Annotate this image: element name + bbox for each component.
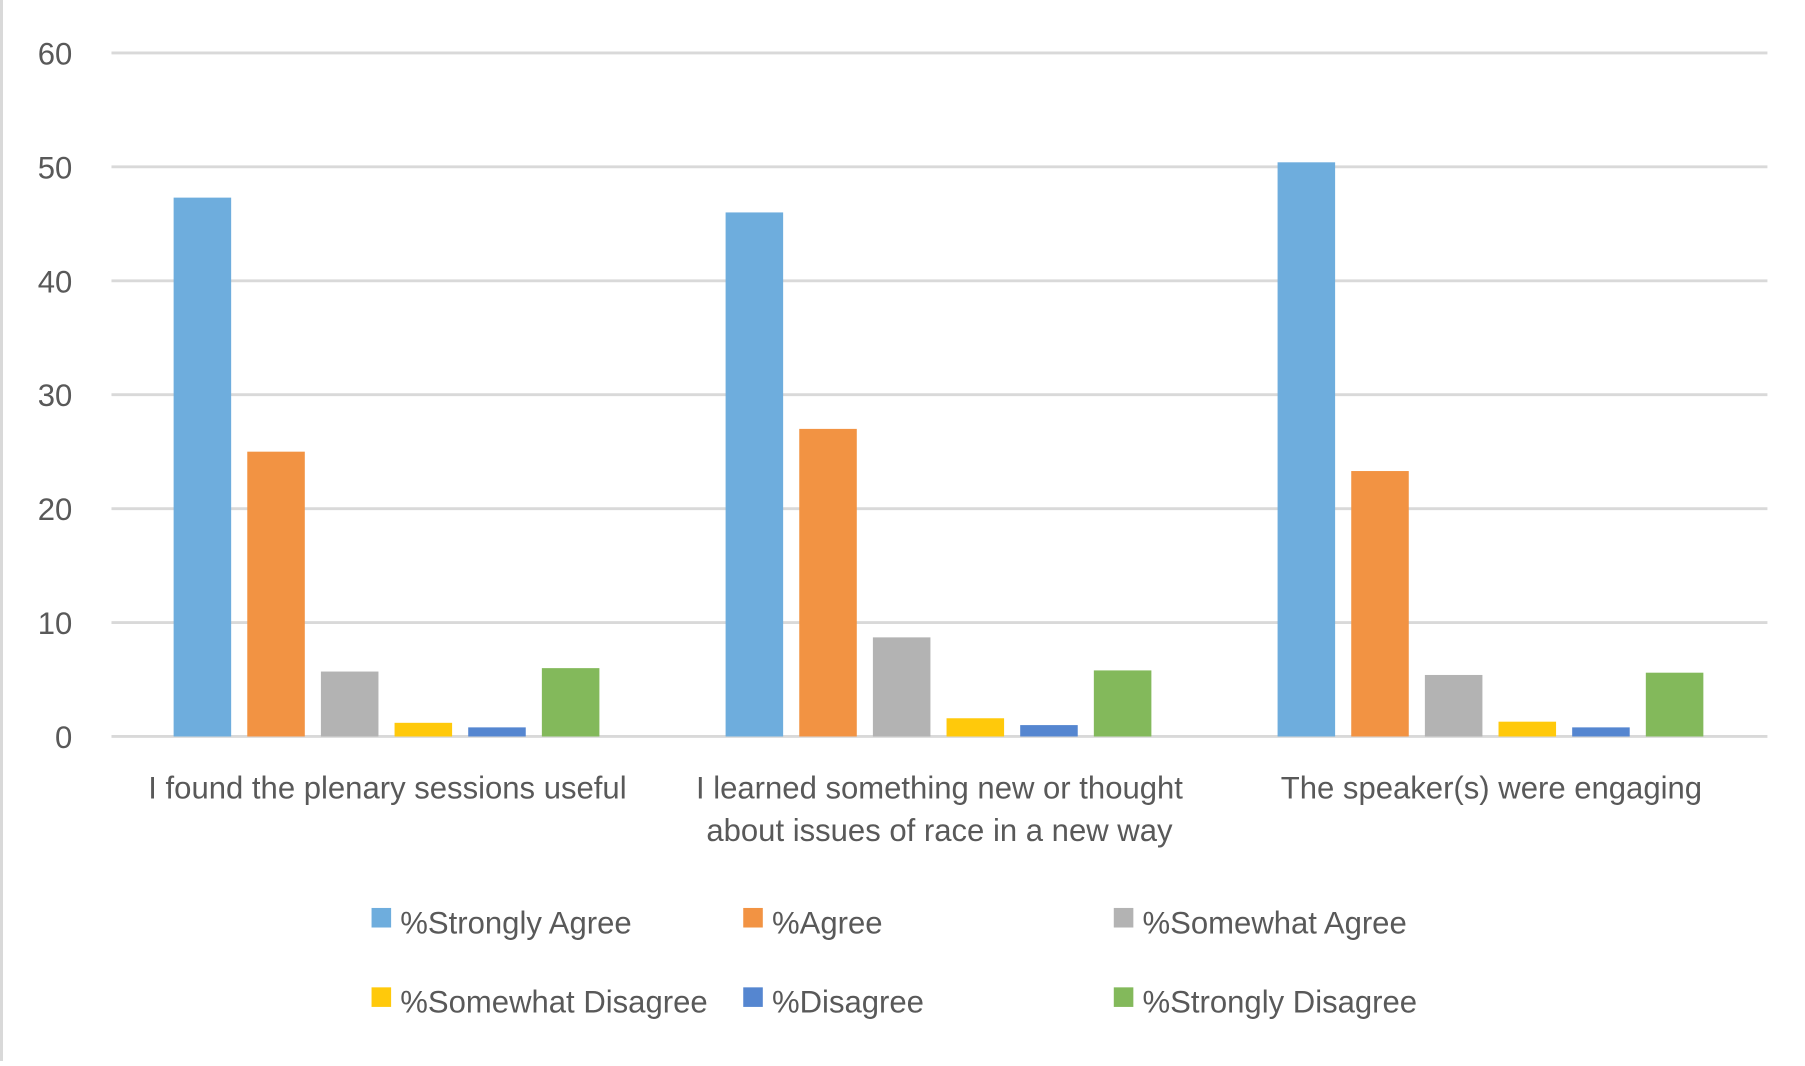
bar-disagree	[468, 727, 526, 737]
x-axis-category-label: I learned something new or thought	[696, 771, 1183, 806]
legend-label: %Agree	[772, 905, 883, 940]
bar-strongly-agree	[725, 212, 784, 737]
x-axis-category-label: I found the plenary sessions useful	[148, 771, 626, 806]
bar-disagree	[1020, 725, 1078, 737]
bar-somewhat-disagree	[1498, 721, 1557, 737]
y-tick-label: 10	[38, 606, 73, 641]
legend-label: %Disagree	[772, 985, 924, 1020]
bar-disagree	[1572, 727, 1630, 737]
bar-strongly-disagree	[1645, 672, 1704, 737]
y-tick-label: 40	[38, 264, 73, 299]
legend-label: %Strongly Disagree	[1143, 985, 1418, 1020]
bar-strongly-agree	[1277, 162, 1336, 737]
x-axis-category-label: about issues of race in a new way	[706, 813, 1173, 848]
legend-swatch	[743, 907, 763, 928]
y-tick-label: 20	[38, 492, 73, 527]
bar-somewhat-agree	[1424, 674, 1483, 737]
bar-strongly-agree	[173, 197, 232, 737]
legend-label: %Somewhat Disagree	[400, 985, 707, 1020]
bar-agree	[799, 428, 857, 737]
bar-somewhat-disagree	[946, 718, 1005, 737]
bar-somewhat-agree	[320, 671, 379, 737]
legend-label: %Somewhat Agree	[1143, 905, 1407, 940]
bar-chart: 0 10 20 30 40 50 60 I found the plenary sessio…	[38, 36, 1768, 1020]
bar-agree	[247, 451, 305, 737]
y-tick-label: 60	[38, 36, 73, 71]
bar-strongly-disagree	[541, 668, 600, 737]
bar-agree	[1351, 471, 1409, 737]
legend-swatch	[1113, 907, 1134, 928]
legend-swatch	[743, 987, 763, 1007]
bar-somewhat-agree	[872, 637, 931, 737]
y-tick-label: 30	[38, 378, 73, 413]
legend-label: %Strongly Agree	[400, 905, 631, 940]
legend-swatch	[1113, 987, 1134, 1007]
y-tick-label: 0	[55, 720, 72, 755]
x-axis-category-label: The speaker(s) were engaging	[1281, 771, 1702, 806]
bar-strongly-disagree	[1093, 670, 1152, 737]
legend-swatch	[371, 907, 392, 928]
bar-somewhat-disagree	[394, 722, 453, 737]
legend-swatch	[371, 987, 392, 1007]
y-tick-label: 50	[38, 150, 73, 185]
